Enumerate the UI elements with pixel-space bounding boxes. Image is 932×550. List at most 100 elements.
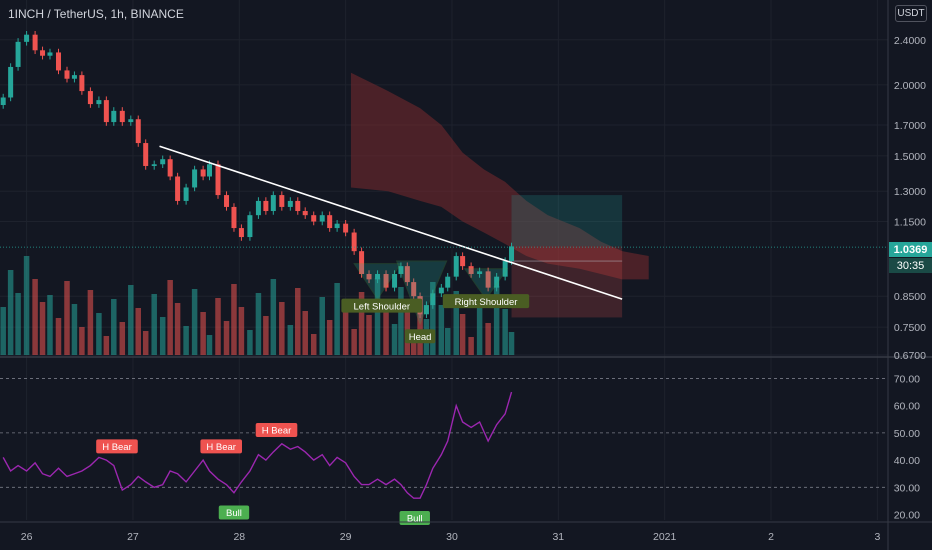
price-tick-label: 1.3000 bbox=[894, 186, 926, 198]
volume-bar bbox=[103, 336, 110, 355]
candle-body bbox=[502, 261, 508, 277]
candle-body bbox=[366, 273, 372, 280]
candle-body bbox=[79, 75, 85, 92]
time-tick-label: 28 bbox=[233, 531, 245, 543]
volume-bar bbox=[151, 294, 157, 355]
trendline bbox=[159, 145, 623, 300]
pattern-label: Right Shoulder bbox=[442, 294, 530, 309]
stop-zone bbox=[511, 246, 623, 318]
annotation-bg bbox=[399, 510, 430, 525]
annotation-text: Bull bbox=[226, 508, 242, 519]
volume-bar bbox=[358, 292, 365, 355]
volume-bar bbox=[39, 302, 46, 355]
bear-label: H Bear bbox=[96, 439, 138, 454]
pattern-shape bbox=[353, 263, 402, 301]
time-tick-label: 29 bbox=[340, 531, 352, 543]
annotation-text: H Bear bbox=[262, 426, 292, 437]
candle-body bbox=[200, 169, 206, 177]
candle-body bbox=[128, 119, 134, 123]
volume-bar bbox=[79, 327, 85, 355]
candle-body bbox=[287, 200, 293, 207]
candle-body bbox=[55, 52, 61, 71]
rsi-tick-label: 50.00 bbox=[894, 428, 920, 440]
candle-body bbox=[359, 251, 365, 274]
pattern-label: Head bbox=[404, 329, 436, 344]
volume-bar bbox=[206, 335, 213, 355]
annotation-bg bbox=[96, 439, 138, 454]
candle-body bbox=[160, 159, 166, 165]
volume-bar bbox=[231, 284, 237, 355]
volume-bar bbox=[459, 314, 466, 355]
candle-body bbox=[411, 282, 417, 297]
pattern-shape bbox=[463, 268, 509, 301]
candle-body bbox=[183, 187, 189, 201]
price-tick-label: 1.7000 bbox=[894, 120, 926, 132]
candle-body bbox=[24, 34, 30, 42]
volume-bar bbox=[398, 287, 404, 355]
volume-bar bbox=[444, 328, 451, 355]
currency-button[interactable]: USDT bbox=[895, 5, 927, 22]
volume-bar bbox=[438, 305, 445, 355]
volume-bar bbox=[111, 299, 117, 355]
pattern-label-bg bbox=[341, 298, 423, 313]
time-tick-label: 31 bbox=[552, 531, 564, 543]
candle-body bbox=[247, 215, 253, 238]
candle-body bbox=[103, 100, 109, 123]
volume-bar bbox=[485, 323, 491, 355]
time-tick-label: 2 bbox=[768, 531, 774, 543]
ichimoku-cloud bbox=[350, 72, 649, 280]
candle-body bbox=[215, 164, 221, 196]
candle-body bbox=[32, 34, 38, 51]
volume-bar bbox=[310, 334, 317, 355]
volume-bar bbox=[55, 318, 62, 355]
annotation-bg bbox=[200, 439, 243, 454]
volume-bar bbox=[64, 281, 70, 355]
candle-body bbox=[392, 273, 398, 288]
volume-bar bbox=[263, 316, 269, 355]
candle-body bbox=[71, 75, 77, 79]
candle-body bbox=[404, 266, 410, 283]
volume-bar bbox=[302, 311, 308, 355]
volume-bar bbox=[279, 302, 285, 355]
candle-body bbox=[207, 164, 213, 177]
candle-body bbox=[167, 159, 173, 177]
volume-bar bbox=[319, 297, 325, 355]
bull-label: Bull bbox=[218, 505, 250, 520]
candle-body bbox=[270, 195, 276, 212]
candle-body bbox=[263, 200, 269, 212]
candle-body bbox=[319, 215, 325, 222]
volume-bar bbox=[247, 330, 253, 355]
volume-bar bbox=[430, 282, 436, 355]
rsi-tick-label: 30.00 bbox=[894, 482, 920, 494]
volume-bar bbox=[135, 308, 142, 355]
volume-bar bbox=[47, 295, 53, 355]
candle-body bbox=[87, 91, 93, 105]
candle-body bbox=[438, 287, 444, 294]
candle-body bbox=[279, 195, 285, 207]
annotation-bg bbox=[255, 423, 298, 438]
candle-body bbox=[255, 200, 261, 216]
candle-body bbox=[151, 164, 157, 166]
bar-countdown-tag: 30:35 bbox=[889, 258, 932, 273]
candle-body bbox=[423, 305, 429, 315]
rsi-tick-label: 20.00 bbox=[894, 510, 920, 522]
volume-bar bbox=[87, 290, 94, 355]
candle-body bbox=[119, 110, 125, 123]
candle-body bbox=[47, 52, 53, 56]
candle-body bbox=[383, 273, 389, 288]
annotation-bg bbox=[218, 505, 250, 520]
volume-bar bbox=[128, 285, 134, 355]
volume-bar bbox=[391, 324, 398, 355]
candle-body bbox=[111, 110, 117, 123]
volume-bar bbox=[326, 320, 333, 355]
volume-bar bbox=[468, 337, 474, 355]
volume-bar bbox=[200, 312, 206, 355]
candle-body bbox=[485, 271, 491, 288]
volume-bar bbox=[191, 289, 198, 355]
annotation-text: H Bear bbox=[102, 442, 132, 453]
candle-body bbox=[295, 200, 301, 212]
volume-bar bbox=[255, 293, 262, 355]
pattern-label-bg bbox=[404, 329, 436, 344]
candle-body bbox=[15, 41, 21, 67]
